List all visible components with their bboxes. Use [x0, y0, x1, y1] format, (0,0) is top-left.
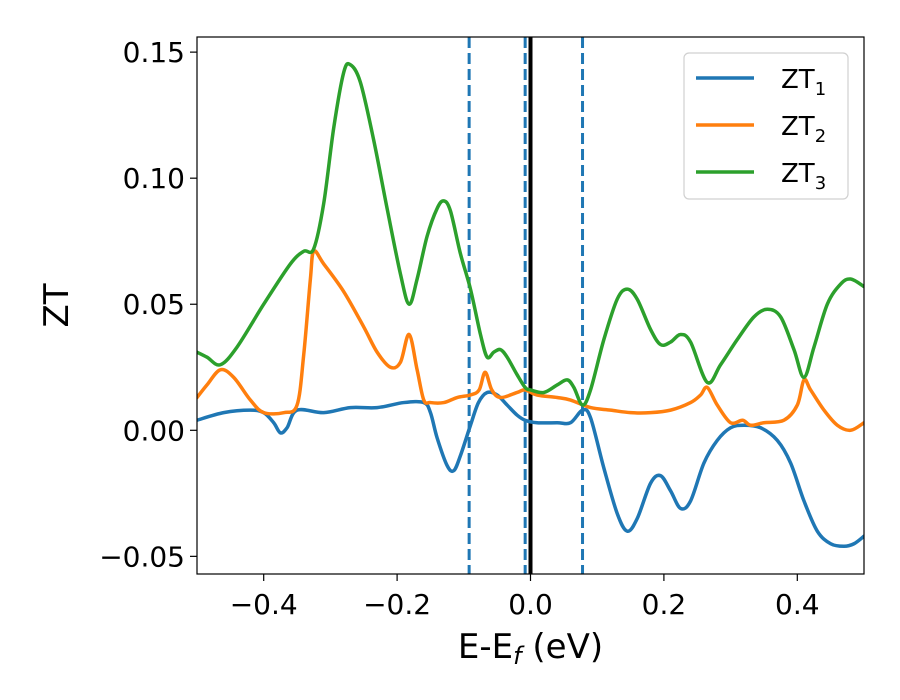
- legend-box: [683, 52, 849, 200]
- legend-label-zt3: ZT3: [781, 159, 826, 194]
- x-axis-ticks: −0.4 −0.2 0.0 0.2 0.4: [230, 574, 820, 621]
- x-axis-label-unit: (eV): [522, 627, 604, 667]
- y-tick-label: 0.10: [123, 162, 185, 195]
- reference-lines: [467, 37, 585, 574]
- x-axis-label: E-Ef (eV): [458, 627, 603, 670]
- legend-label-zt2: ZT2: [781, 112, 826, 147]
- series-lines: [197, 61, 864, 549]
- series-line-zt2: [197, 249, 864, 433]
- y-tick-label: −0.05: [99, 540, 185, 573]
- series-line-zt3: [197, 61, 864, 407]
- y-tick-label: 0.00: [123, 414, 185, 447]
- y-axis-label: ZT: [37, 283, 77, 327]
- legend: ZT1 ZT2 ZT3: [683, 52, 849, 200]
- x-axis-label-main: E-E: [458, 627, 513, 667]
- y-axis-ticks: −0.05 0.00 0.05 0.10 0.15: [99, 36, 197, 573]
- x-tick-label: 0.0: [508, 588, 553, 621]
- y-tick-label: 0.15: [123, 36, 185, 69]
- legend-label-zt1: ZT1: [781, 65, 826, 100]
- x-tick-label: −0.4: [230, 588, 298, 621]
- x-tick-label: −0.2: [363, 588, 431, 621]
- y-tick-label: 0.05: [123, 288, 185, 321]
- x-tick-label: 0.4: [775, 588, 820, 621]
- x-tick-label: 0.2: [642, 588, 687, 621]
